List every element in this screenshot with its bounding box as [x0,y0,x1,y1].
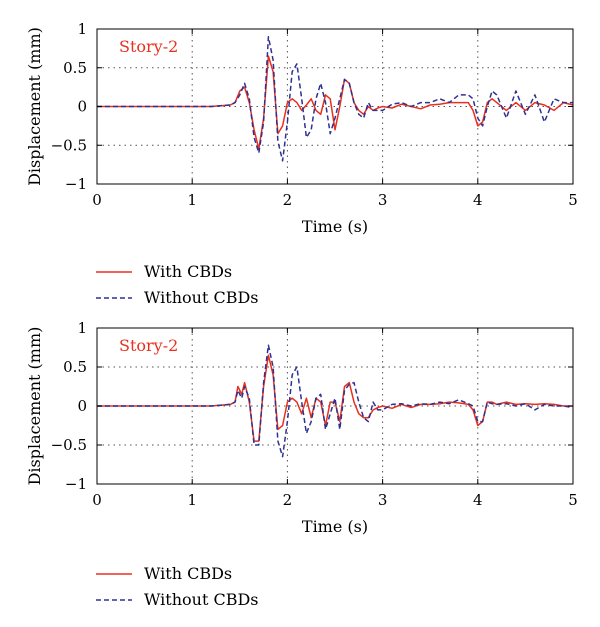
x-tick-label: 4 [473,191,483,209]
x-axis-label-bottom: Time (s) [302,517,368,536]
y-tick-label: −0.5 [51,136,87,154]
annotation-label-top: Story-2 [119,37,178,56]
x-tick-label: 4 [473,491,483,509]
y-tick-label: −1 [65,175,87,193]
x-tick-label: 3 [378,491,388,509]
legend-label-without-cbds: Without CBDs [144,590,259,609]
y-tick-label: 1 [77,20,87,38]
x-tick-label: 3 [378,191,388,209]
x-tick-label: 2 [283,491,293,509]
legend-top: With CBDs Without CBDs [96,262,259,307]
series-line-with-cbds [97,55,574,150]
x-axis-label-top: Time (s) [302,217,368,236]
x-tick-label: 0 [92,491,102,509]
series-lines-top [97,36,574,162]
x-tick-label: 5 [568,491,578,509]
series-line-without-cbds [97,36,573,162]
x-tick-label: 2 [283,191,293,209]
annotation-label-bottom: Story-2 [119,336,178,355]
x-tick-label: 5 [568,191,578,209]
legend-label-with-cbds: With CBDs [144,564,232,583]
series-lines-bottom [97,344,574,458]
series-line-without-cbds [97,344,574,458]
series-line-with-cbds [97,354,573,442]
y-tick-label: 1 [77,319,87,337]
y-tick-label: −0.5 [51,436,87,454]
x-tick-label: 1 [187,191,197,209]
y-axis-label-top: Displacement (mm) [25,27,44,186]
x-tick-label: 0 [92,191,102,209]
axis-ticks-bottom: 0 1 2 3 4 5 1 0.5 0 −0.5 −1 [51,319,578,509]
y-tick-label: 0.5 [63,59,87,77]
y-tick-label: 0 [77,98,87,116]
legend-bottom: With CBDs Without CBDs [96,564,259,609]
y-tick-label: 0 [77,397,87,415]
chart-top: 0 1 2 3 4 5 1 0.5 0 −0.5 −1 Story-2 Time (s) Displ… [25,20,578,307]
legend-label-without-cbds: Without CBDs [144,288,259,307]
chart-bottom: 0 1 2 3 4 5 1 0.5 0 −0.5 −1 Story-2 Time (s) Displ… [25,319,578,609]
legend-label-with-cbds: With CBDs [144,262,232,281]
axis-ticks-top: 0 1 2 3 4 5 1 0.5 0 −0.5 −1 [51,20,578,209]
y-tick-label: 0.5 [63,358,87,376]
y-axis-label-bottom: Displacement (mm) [25,327,44,486]
x-tick-label: 1 [187,491,197,509]
y-tick-label: −1 [65,475,87,493]
